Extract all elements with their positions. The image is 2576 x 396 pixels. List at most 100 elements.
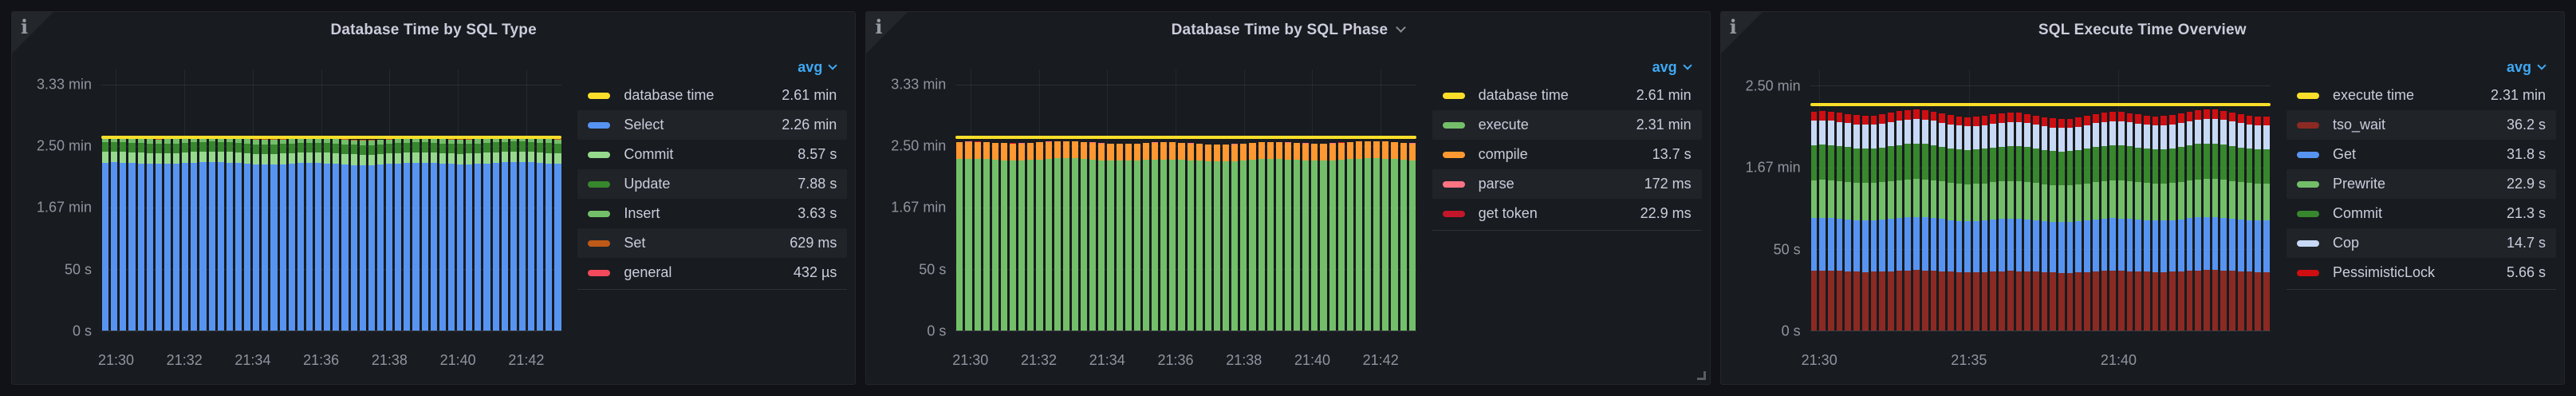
- legend-row[interactable]: parse 172 ms: [1432, 169, 1702, 199]
- bar-segment-commit: [2169, 148, 2176, 183]
- legend-row[interactable]: database time 2.61 min: [1432, 81, 1702, 110]
- legend-row[interactable]: Commit 8.57 s: [577, 140, 847, 169]
- legend-row[interactable]: Set 629 ms: [577, 228, 848, 258]
- legend-calc-header[interactable]: avg: [577, 53, 847, 81]
- legend-series-label[interactable]: Update: [624, 176, 671, 192]
- bar-segment-commit: [333, 153, 340, 164]
- bar-segment-tso-wait: [2177, 271, 2184, 331]
- legend-row[interactable]: execute 2.31 min: [1432, 110, 1702, 140]
- x-axis-tick-label: 21:32: [1021, 352, 1058, 368]
- legend-series-label[interactable]: Commit: [2332, 205, 2382, 221]
- bar-segment-tso-wait: [1921, 270, 1928, 331]
- bar-segment-commit: [1887, 146, 1894, 182]
- y-axis-tick-label: 2.50 min: [1745, 77, 1801, 93]
- panel-title[interactable]: Database Time by SQL Phase: [1171, 22, 1388, 38]
- legend-row[interactable]: Update 7.88 s: [577, 169, 848, 199]
- bar-segment-compile: [1107, 144, 1114, 161]
- panel-info-corner[interactable]: [12, 12, 53, 53]
- legend-series-label[interactable]: PessimisticLock: [2332, 264, 2436, 280]
- legend-row[interactable]: compile 13.7 s: [1432, 140, 1702, 169]
- bar-segment-get: [2015, 219, 2023, 271]
- bar-segment-commit: [2101, 145, 2108, 181]
- legend-row[interactable]: Prewrite 22.9 s: [2286, 169, 2556, 199]
- legend-calc-label[interactable]: avg: [2506, 58, 2531, 75]
- legend-row[interactable]: database time 2.61 min: [577, 81, 847, 110]
- bar-column: [475, 69, 482, 331]
- legend-series-label[interactable]: Get: [2332, 146, 2356, 162]
- panel-info-corner[interactable]: [1720, 12, 1763, 53]
- bar-segment-prewrite: [2024, 181, 2030, 220]
- legend-series-label[interactable]: Set: [624, 235, 646, 251]
- legend-series-label[interactable]: get token: [1478, 205, 1538, 221]
- legend-row[interactable]: Select 2.26 min: [577, 110, 848, 140]
- bar-segment-tso-wait: [1896, 270, 1903, 331]
- gridline-horizontal: [1810, 248, 2271, 250]
- bar-segment-commit: [279, 153, 286, 164]
- bar-segment-prewrite: [1828, 180, 1834, 219]
- legend-series-label[interactable]: execute: [1478, 117, 1529, 133]
- panel-resize-handle[interactable]: [1696, 371, 1706, 380]
- legend-calc-header[interactable]: avg: [1432, 53, 1702, 81]
- chevron-down-icon[interactable]: [1396, 22, 1407, 33]
- legend-row[interactable]: Get 31.8 s: [2286, 140, 2556, 169]
- legend-calc-header[interactable]: avg: [2286, 53, 2556, 81]
- legend-series-label[interactable]: database time: [1478, 87, 1569, 103]
- bar-segment-commit: [492, 152, 499, 163]
- bar-segment-execute: [1284, 159, 1292, 331]
- legend-row[interactable]: Cop 14.7 s: [2286, 228, 2556, 258]
- bar-segment-update: [217, 141, 224, 152]
- bar-segment-commit: [2152, 148, 2159, 184]
- panel-title[interactable]: SQL Execute Time Overview: [2038, 22, 2247, 38]
- bar-segment-get: [2024, 219, 2030, 271]
- bar-segment-select: [537, 163, 544, 331]
- bar-segment-pessimisticlock: [1973, 117, 1979, 126]
- panel-header[interactable]: Database Time by SQL Phase: [866, 12, 1709, 49]
- bar-segment-cop: [2015, 121, 2023, 147]
- bar-column: [2109, 69, 2116, 331]
- y-axis-tick-label: 1.67 min: [1745, 159, 1801, 176]
- legend-row[interactable]: general 432 µs: [577, 258, 847, 287]
- legend-row[interactable]: get token 22.9 ms: [1432, 199, 1702, 228]
- legend-series-label[interactable]: Cop: [2332, 235, 2360, 251]
- bar-segment-prewrite: [1930, 180, 1937, 219]
- bar-segment-select: [297, 163, 304, 331]
- bar-segment-prewrite: [1896, 180, 1903, 219]
- bar-column: [2220, 69, 2227, 331]
- bar-segment-commit: [2246, 148, 2253, 184]
- panel-header[interactable]: Database Time by SQL Type: [12, 12, 855, 49]
- bar-segment-pessimisticlock: [2237, 113, 2244, 124]
- bar-segment-commit: [1896, 145, 1903, 180]
- bar-segment-commit: [1904, 144, 1912, 180]
- legend-series-label[interactable]: Select: [624, 117, 664, 133]
- bar-segment-cop: [2117, 121, 2125, 146]
- info-icon[interactable]: i: [21, 15, 29, 38]
- legend-row[interactable]: Insert 3.63 s: [577, 199, 847, 228]
- bar-segment-insert: [439, 138, 446, 144]
- bar-segment-get: [2160, 220, 2168, 272]
- legend-series-label[interactable]: Prewrite: [2332, 176, 2385, 192]
- legend-series-label[interactable]: compile: [1478, 146, 1528, 162]
- info-icon[interactable]: i: [1729, 15, 1737, 38]
- legend-row[interactable]: PessimisticLock 5.66 s: [2286, 258, 2556, 287]
- bar-column: [1116, 69, 1123, 331]
- legend-series-label[interactable]: parse: [1478, 176, 1514, 192]
- legend-row[interactable]: tso_wait 36.2 s: [2286, 110, 2556, 140]
- legend-series-label[interactable]: general: [624, 264, 672, 280]
- panel-header[interactable]: SQL Execute Time Overview: [1721, 12, 2564, 49]
- bar-segment-get: [2075, 221, 2082, 273]
- legend-series-label[interactable]: execute time: [2332, 87, 2415, 103]
- legend-row[interactable]: execute time 2.31 min: [2286, 81, 2556, 110]
- legend-series-label[interactable]: Commit: [624, 146, 674, 162]
- legend-row[interactable]: Commit 21.3 s: [2286, 199, 2556, 228]
- bar-segment-compile: [1045, 141, 1052, 159]
- info-icon[interactable]: i: [875, 15, 883, 38]
- legend-calc-label[interactable]: avg: [1652, 58, 1677, 75]
- bar-segment-select: [102, 162, 109, 331]
- legend-calc-label[interactable]: avg: [798, 58, 823, 75]
- bar-segment-select: [439, 163, 446, 331]
- legend-series-label[interactable]: Insert: [624, 205, 660, 221]
- legend-series-label[interactable]: tso_wait: [2332, 117, 2386, 133]
- panel-title[interactable]: Database Time by SQL Type: [330, 22, 537, 38]
- panel-info-corner[interactable]: [866, 12, 908, 53]
- legend-series-label[interactable]: database time: [624, 87, 715, 103]
